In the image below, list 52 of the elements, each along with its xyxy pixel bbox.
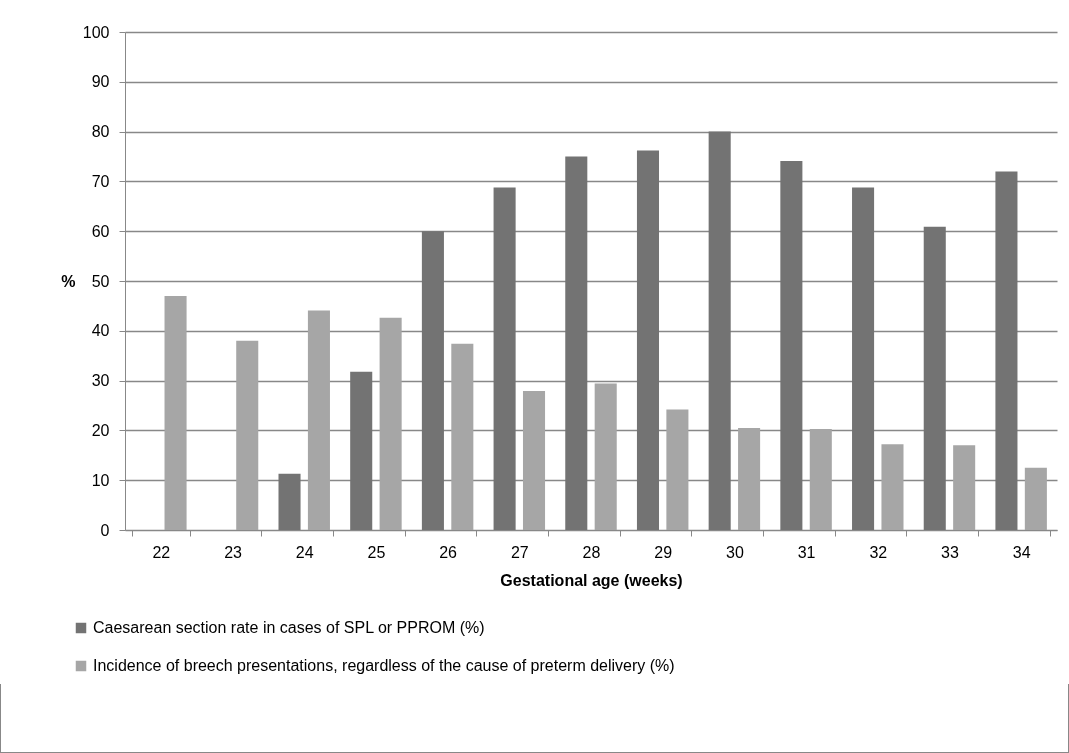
bar [923, 226, 946, 530]
bar [307, 310, 330, 530]
bar [953, 445, 976, 530]
y-tick-label: 60 [91, 222, 110, 240]
x-axis-title: Gestational age (weeks) [500, 571, 683, 589]
bar [780, 160, 803, 530]
x-tick-label: 31 [797, 543, 816, 561]
y-tick-label: 90 [91, 73, 110, 91]
bar [421, 231, 444, 530]
y-tick-label: 0 [100, 521, 110, 539]
bar [594, 383, 617, 530]
bar [666, 409, 689, 530]
x-tick-label: 27 [510, 543, 529, 561]
y-tick-label: 50 [91, 272, 110, 290]
x-tick-label: 23 [224, 543, 243, 561]
y-tick-label: 40 [91, 322, 110, 340]
bar [708, 131, 731, 530]
bar [350, 371, 373, 530]
legend-label: Incidence of breech presentations, regardless of the cause of preterm delivery (%) [93, 657, 675, 674]
bar [809, 428, 832, 530]
bar [636, 150, 660, 530]
bar [565, 156, 588, 530]
x-tick-label: 32 [869, 543, 888, 561]
y-tick-label: 80 [91, 123, 110, 141]
y-tick-label: 100 [82, 23, 110, 41]
bar [1024, 467, 1047, 530]
bar [236, 340, 259, 530]
x-tick-label: 22 [152, 543, 171, 561]
bar [995, 171, 1018, 530]
bar [738, 427, 761, 530]
y-axis-title: % [61, 272, 76, 290]
bar [852, 187, 875, 530]
bar [881, 444, 904, 530]
bar [379, 317, 402, 530]
x-tick-label: 28 [582, 543, 601, 561]
y-tick-label: 30 [91, 372, 110, 390]
x-tick-label: 29 [654, 543, 673, 561]
legend-label: Caesarean section rate in cases of SPL or PPROM (%) [93, 619, 485, 636]
y-tick-label: 20 [91, 421, 110, 439]
x-tick-label: 33 [941, 543, 959, 561]
bar [278, 473, 301, 530]
y-tick-label: 70 [91, 172, 110, 190]
bar [451, 343, 474, 530]
bar [164, 295, 187, 530]
x-tick-label: 30 [725, 543, 744, 561]
x-tick-label: 24 [295, 543, 314, 561]
bar [522, 391, 546, 530]
bar [493, 187, 516, 530]
x-tick-label: 25 [367, 543, 386, 561]
y-tick-label: 10 [91, 471, 110, 489]
x-tick-label: 26 [439, 543, 458, 561]
x-tick-label: 34 [1012, 543, 1031, 561]
